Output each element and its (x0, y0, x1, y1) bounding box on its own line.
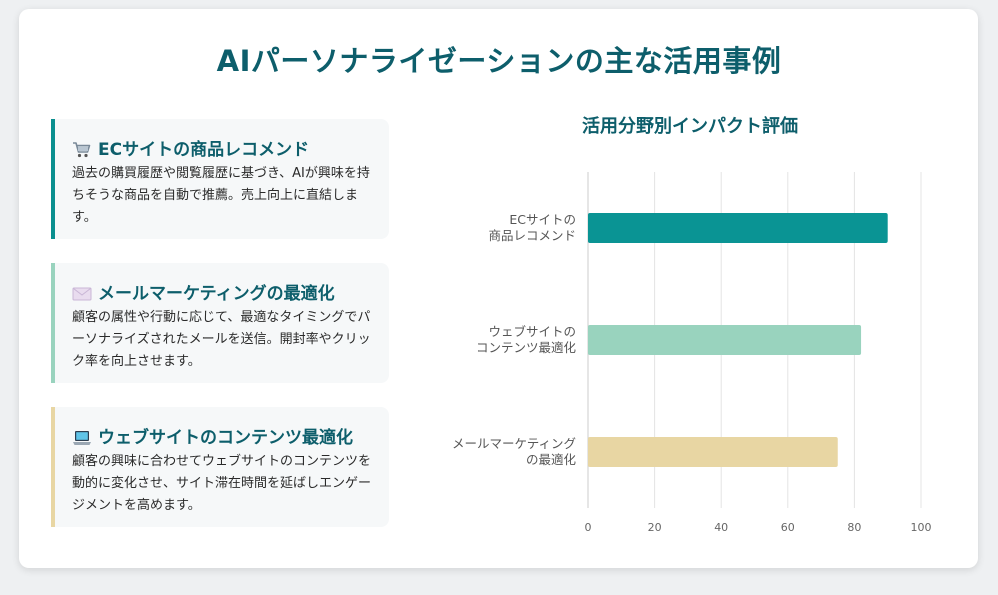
case-description: 顧客の興味に合わせてウェブサイトのコンテンツを動的に変化させ、サイト滞在時間を延… (72, 454, 372, 513)
envelope-icon (72, 285, 92, 303)
case-card-web: ウェブサイトのコンテンツ最適化 顧客の興味に合わせてウェブサイトのコンテンツを動… (51, 407, 389, 527)
case-title: ECサイトの商品レコメンド (98, 140, 310, 160)
chart-title: 活用分野別インパクト評価 (582, 116, 798, 137)
laptop-icon (72, 429, 92, 447)
case-description: 顧客の属性や行動に応じて、最適なタイミングでパーソナライズされたメールを送信。開… (72, 310, 371, 369)
case-description: 過去の購買履歴や閲覧履歴に基づき、AIが興味を持ちそうな商品を自動で推薦。売上向… (72, 166, 370, 225)
case-card-email: メールマーケティングの最適化 顧客の属性や行動に応じて、最適なタイミングでパーソ… (51, 263, 389, 383)
case-title: ウェブサイトのコンテンツ最適化 (98, 428, 353, 448)
case-card-ec: ECサイトの商品レコメンド 過去の購買履歴や閲覧履歴に基づき、AIが興味を持ちそ… (51, 119, 389, 239)
case-title: メールマーケティングの最適化 (98, 284, 335, 304)
page-title: AIパーソナライゼーションの主な活用事例 (216, 44, 782, 78)
shopping-cart-icon (72, 141, 92, 159)
